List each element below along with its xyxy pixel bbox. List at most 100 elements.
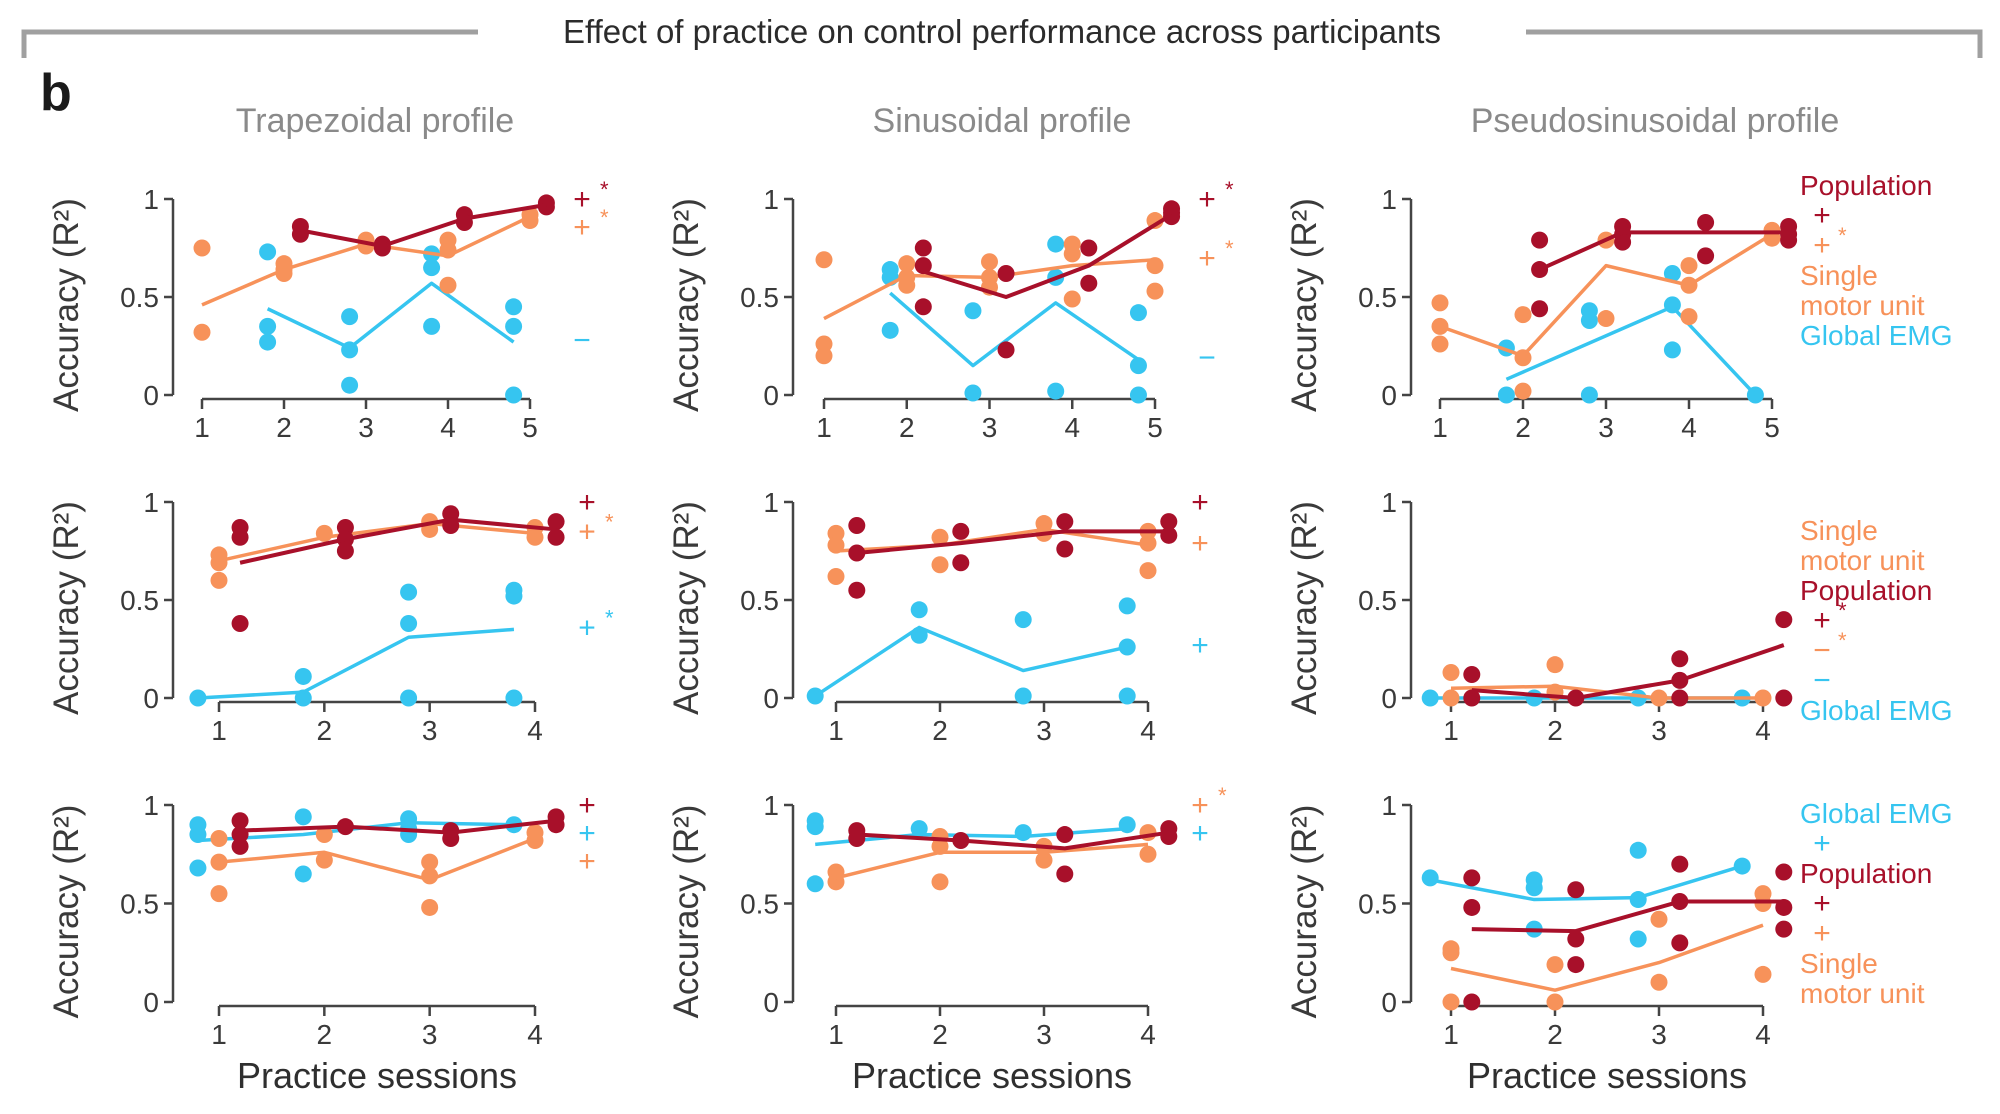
- data-point-global-emg: [1129, 357, 1147, 375]
- x-tick-label: 4: [527, 715, 543, 746]
- series-population: [848, 513, 1178, 599]
- data-point-single-motor-unit: [815, 335, 833, 353]
- data-point-single-motor-unit: [315, 851, 333, 869]
- data-point-global-emg: [1421, 869, 1439, 887]
- data-point-population: [914, 298, 932, 316]
- data-point-single-motor-unit: [1650, 973, 1668, 991]
- legend-significance-star-single-motor-unit: *: [1838, 628, 1847, 653]
- x-tick-label: 3: [1036, 715, 1052, 746]
- data-point-single-motor-unit: [1146, 282, 1164, 300]
- data-point-global-emg: [259, 317, 277, 335]
- column-title-pseudosinusoidal: Pseudosinusoidal profile: [1471, 102, 1840, 140]
- y-tick-label: 1: [763, 790, 779, 821]
- data-point-single-motor-unit: [439, 276, 457, 294]
- data-point-population: [1780, 231, 1798, 249]
- data-point-population: [997, 264, 1015, 282]
- data-point-population: [1697, 247, 1715, 265]
- mean-line-population: [1471, 643, 1785, 700]
- x-tick-label: 3: [422, 1019, 438, 1050]
- legend-significance-star-population: *: [1838, 598, 1847, 623]
- data-point-global-emg: [1580, 312, 1598, 330]
- significance-population: +: [578, 486, 596, 519]
- significance-single-motor-unit: +: [573, 211, 591, 244]
- mean-line-global-emg: [889, 291, 1140, 368]
- legend-label-single-motor-unit: motor unit: [1800, 290, 1925, 321]
- data-point-population: [336, 542, 354, 560]
- x-tick-label: 1: [194, 412, 210, 443]
- significance-single-motor-unit: +: [1198, 242, 1216, 275]
- y-tick-label: 1: [1381, 184, 1397, 215]
- data-point-single-motor-unit: [193, 323, 211, 341]
- significance-single-motor-unit: +: [578, 515, 596, 548]
- data-point-global-emg: [1629, 841, 1647, 859]
- y-tick-label: 0: [1381, 683, 1397, 714]
- data-point-single-motor-unit: [931, 873, 949, 891]
- x-tick-label: 4: [1140, 1019, 1156, 1050]
- x-tick-label: 2: [317, 715, 333, 746]
- mean-line-single-motor-unit: [1450, 923, 1764, 992]
- data-point-population: [1671, 650, 1689, 668]
- y-axis-label: Accuracy (R²): [1285, 805, 1324, 1019]
- data-point-population: [848, 829, 866, 847]
- data-point-population: [914, 239, 932, 257]
- x-tick-label: 2: [932, 715, 948, 746]
- mean-line-global-emg: [197, 627, 515, 700]
- x-axis-label: Practice sessions: [237, 1055, 517, 1096]
- data-point-population: [997, 341, 1015, 359]
- x-tick-label: 5: [522, 412, 538, 443]
- data-point-single-motor-unit: [1139, 562, 1157, 580]
- y-axis-label: Accuracy (R²): [47, 805, 86, 1019]
- data-point-population: [1463, 869, 1481, 887]
- x-tick-label: 4: [1755, 1019, 1771, 1050]
- y-tick-label: 0: [763, 683, 779, 714]
- data-point-global-emg: [964, 384, 982, 402]
- data-point-global-emg: [1118, 687, 1136, 705]
- significance-single-motor-unit: +: [1191, 527, 1209, 560]
- data-point-population: [952, 522, 970, 540]
- mean-line-population: [856, 529, 1169, 555]
- data-point-single-motor-unit: [1063, 245, 1081, 263]
- y-tick-label: 0.5: [1358, 585, 1397, 616]
- data-point-single-motor-unit: [1514, 306, 1532, 324]
- data-point-single-motor-unit: [1442, 993, 1460, 1011]
- legend-significance-single-motor-unit: −: [1813, 634, 1831, 667]
- data-point-population: [1567, 881, 1585, 899]
- x-tick-label: 2: [1515, 412, 1531, 443]
- data-point-single-motor-unit: [1146, 212, 1164, 230]
- y-axis-label: Accuracy (R²): [667, 501, 706, 715]
- data-point-population: [1056, 826, 1074, 844]
- data-point-single-motor-unit: [1431, 294, 1449, 312]
- series-population: [291, 194, 555, 257]
- data-point-single-motor-unit: [1442, 664, 1460, 682]
- data-point-global-emg: [189, 859, 207, 877]
- data-point-single-motor-unit: [931, 556, 949, 574]
- legend-significance-population: +: [1813, 604, 1831, 637]
- y-tick-label: 0.5: [1358, 889, 1397, 920]
- y-tick-label: 0: [763, 380, 779, 411]
- y-axis-label: Accuracy (R²): [667, 198, 706, 412]
- data-point-population: [1080, 274, 1098, 292]
- data-point-population: [1775, 689, 1793, 707]
- x-axis-label: Practice sessions: [852, 1055, 1132, 1096]
- data-point-population: [442, 505, 460, 523]
- x-tick-label: 5: [1764, 412, 1780, 443]
- data-point-global-emg: [505, 386, 523, 404]
- data-point-single-motor-unit: [815, 347, 833, 365]
- data-point-population: [1775, 863, 1793, 881]
- y-tick-label: 1: [143, 790, 159, 821]
- x-tick-label: 1: [816, 412, 832, 443]
- data-point-global-emg: [1525, 879, 1543, 897]
- data-point-population: [1463, 689, 1481, 707]
- legend-label-single-motor-unit: Single: [1800, 515, 1878, 546]
- x-axis-label: Practice sessions: [1467, 1055, 1747, 1096]
- data-point-population: [547, 513, 565, 531]
- series-single-motor-unit: [815, 212, 1164, 365]
- series-population: [1463, 611, 1793, 707]
- x-tick-label: 1: [211, 1019, 227, 1050]
- y-tick-label: 0.5: [740, 282, 779, 313]
- data-point-single-motor-unit: [981, 253, 998, 271]
- data-point-population: [1463, 898, 1481, 916]
- x-tick-label: 1: [828, 1019, 844, 1050]
